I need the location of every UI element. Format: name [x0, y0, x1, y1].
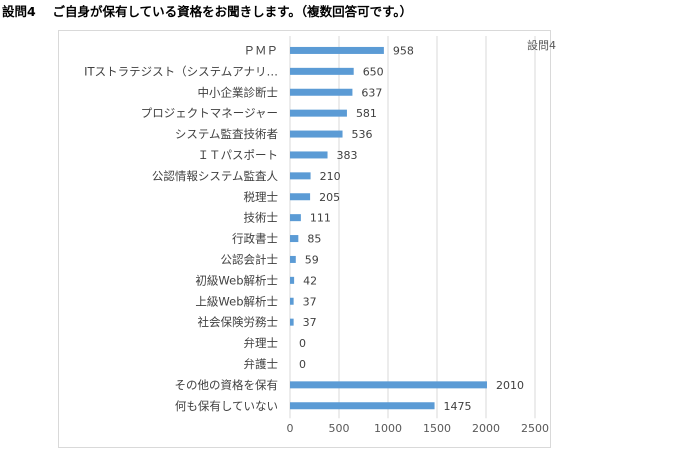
- data-label: 205: [319, 191, 340, 204]
- x-tick-label: 2500: [521, 422, 549, 435]
- grid-lines: [289, 36, 536, 419]
- x-tick-label: 1000: [374, 422, 402, 435]
- data-label: 2010: [496, 379, 524, 392]
- data-label: 536: [352, 128, 373, 141]
- data-label: 1475: [444, 400, 472, 413]
- bar: [290, 130, 343, 138]
- x-tick-label: 2000: [472, 422, 500, 435]
- category-label: 弁理士: [244, 336, 279, 350]
- x-tick-label: 1500: [423, 422, 451, 435]
- bars: [290, 46, 487, 410]
- bar: [290, 235, 299, 243]
- bar: [290, 297, 294, 305]
- category-label: その他の資格を保有: [175, 378, 279, 392]
- category-label: 社会保険労務士: [198, 315, 279, 329]
- x-tick-label: 500: [329, 422, 350, 435]
- bar: [290, 88, 353, 96]
- category-label: 何も保有していない: [175, 399, 278, 413]
- data-label: 37: [303, 316, 317, 329]
- category-label: ＰＭＰ: [244, 43, 279, 57]
- x-tick-label: 0: [287, 422, 294, 435]
- bar: [290, 193, 311, 201]
- category-label: 初級Web解析士: [195, 273, 278, 287]
- x-axis-ticks: 0 500 1000 1500 2000 2500: [287, 422, 550, 435]
- category-label: 中小企業診断士: [198, 85, 279, 99]
- category-label: 上級Web解析士: [195, 294, 278, 308]
- data-label: 59: [305, 253, 319, 266]
- category-label: 税理士: [244, 190, 279, 204]
- data-label: 637: [361, 86, 382, 99]
- bar: [290, 172, 311, 180]
- data-label: 85: [307, 233, 321, 246]
- data-label: 958: [393, 44, 414, 57]
- bar: [290, 67, 354, 75]
- bar: [290, 109, 347, 117]
- bar: [290, 151, 328, 159]
- page-title: 設問4 ご自身が保有している資格をお聞きします。（複数回答可です。）: [2, 4, 413, 19]
- category-label: 技術士: [244, 211, 279, 225]
- data-label: 37: [303, 295, 317, 308]
- bar: [290, 381, 487, 389]
- category-label: ＩＴパスポート: [198, 148, 279, 162]
- category-label: 公認情報システム監査人: [152, 169, 279, 183]
- legend-label: 設問4: [527, 38, 556, 52]
- data-labels: 958 650 637 581 536 383 210 205 111 85 59 42 37 37 0 0 2…: [299, 44, 524, 412]
- data-label: 111: [310, 212, 331, 225]
- bar: [290, 318, 294, 326]
- category-label: 弁護士: [244, 357, 279, 371]
- category-label: ITストラテジスト（システムアナリ…: [84, 64, 278, 78]
- category-labels: ＰＭＰ ITストラテジスト（システムアナリ… 中小企業診断士プロジェクトマネージャー…: [84, 43, 278, 412]
- chart-frame: [58, 30, 551, 448]
- category-label: システム監査技術者: [175, 127, 278, 141]
- category-label: 行政書士: [232, 232, 278, 246]
- bar: [290, 214, 301, 222]
- data-label: 42: [303, 274, 317, 287]
- data-label: 0: [299, 337, 306, 350]
- data-label: 210: [320, 170, 341, 183]
- bar: [290, 276, 295, 284]
- data-label: 581: [356, 107, 377, 120]
- bar: [290, 402, 435, 410]
- bar: [290, 46, 384, 54]
- data-label: 0: [299, 358, 306, 371]
- category-label: プロジェクトマネージャー: [141, 106, 278, 120]
- data-label: 383: [337, 149, 358, 162]
- bar: [290, 255, 296, 263]
- data-label: 650: [363, 65, 384, 78]
- category-label: 公認会計士: [221, 252, 279, 266]
